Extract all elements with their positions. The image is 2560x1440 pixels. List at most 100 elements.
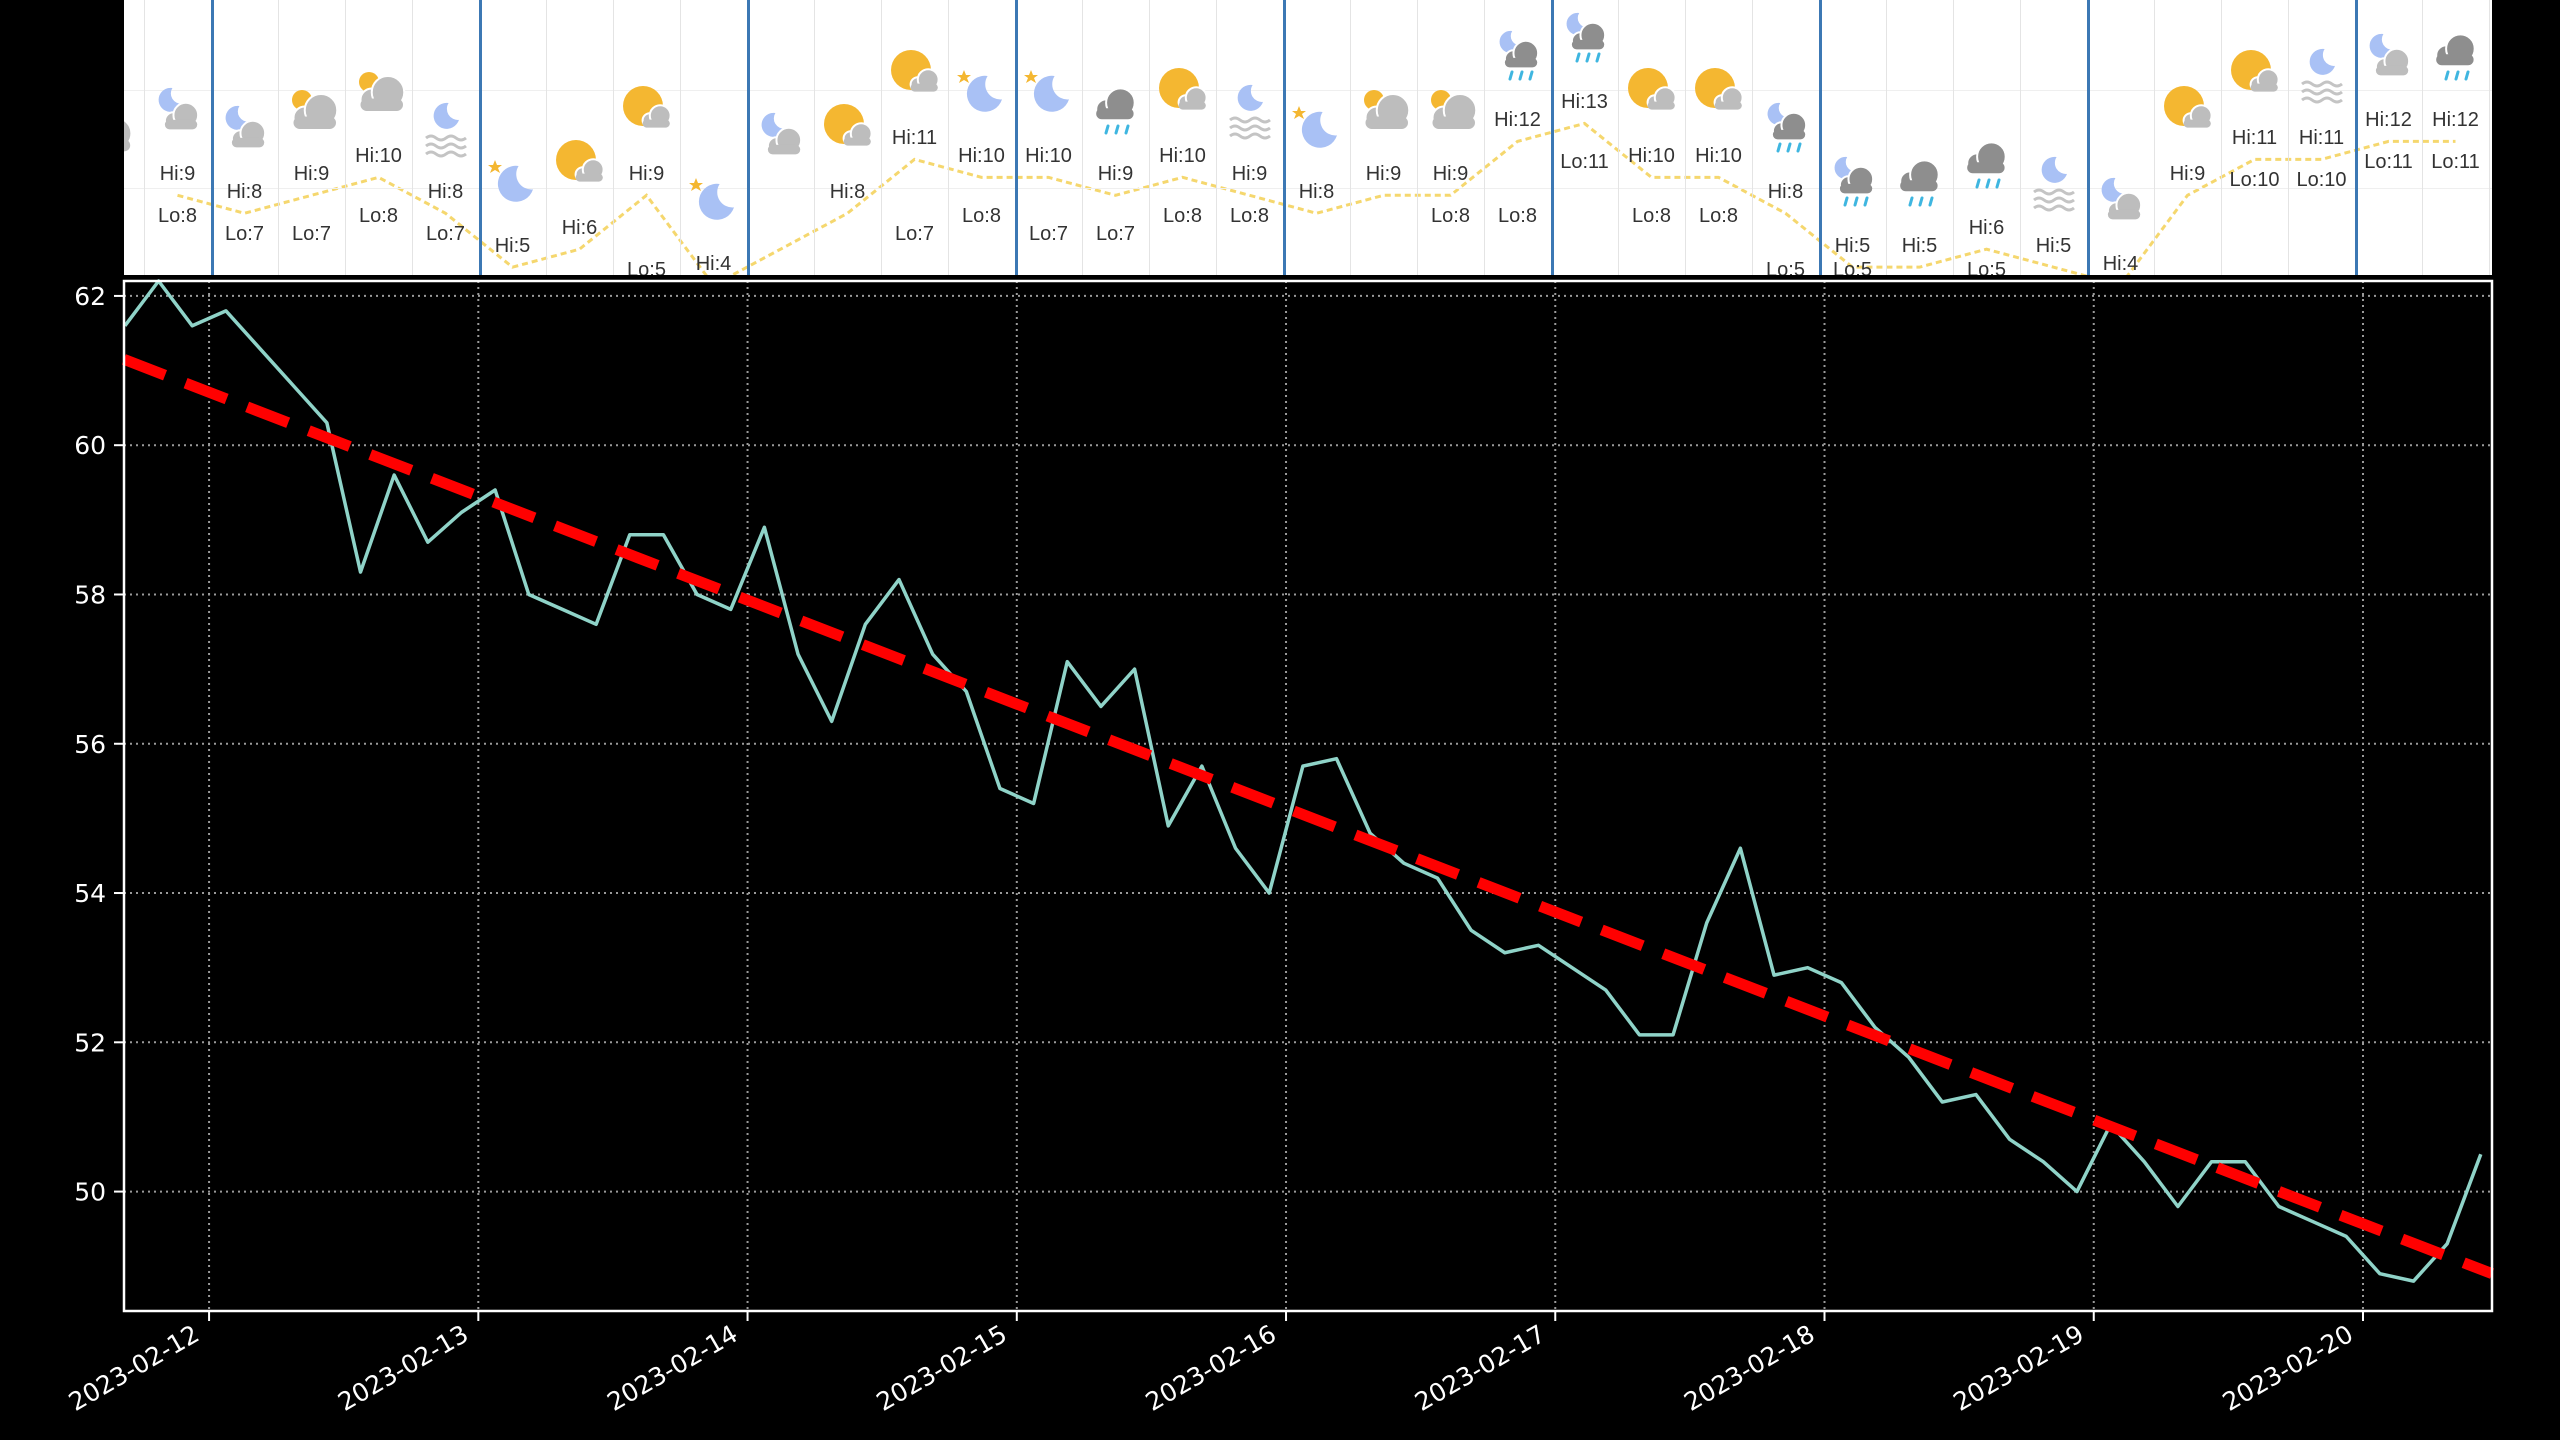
lo-temp-label: Lo:8 — [1163, 205, 1202, 228]
weather-forecast-strip: Hi:9 Lo:8 Hi:8 Lo:7 Hi:9 Lo:7 Hi:10 Lo:8 Hi:8 Lo:… — [124, 0, 2492, 275]
day-divider — [1015, 0, 1018, 275]
hi-temp-label: Hi:9 — [1097, 162, 1134, 185]
lo-temp-label: Lo:5 — [1766, 259, 1805, 275]
y-tick-label: 56 — [74, 730, 106, 759]
slot-divider — [2422, 0, 2423, 275]
hi-temp-label: Hi:5 — [1901, 234, 1938, 257]
sun-cloud-icon — [550, 134, 610, 194]
lo-temp-label: Lo:7 — [895, 223, 934, 246]
slot-divider — [412, 0, 413, 275]
hi-temp-label: Hi:11 — [2231, 126, 2278, 149]
x-tick-label: 2023-02-15 — [871, 1319, 1011, 1417]
hi-temp-label: Hi:9 — [293, 162, 330, 185]
slot-divider — [1082, 0, 1083, 275]
lo-temp-label: Lo:11 — [2364, 151, 2413, 174]
slot-divider — [2020, 0, 2021, 275]
lo-temp-label: Lo:8 — [158, 205, 197, 228]
y-axis: 50 52 54 56 58 60 62 — [74, 282, 124, 1207]
moon-fog-icon — [2292, 44, 2352, 104]
clear-night-icon — [684, 170, 744, 230]
lo-temp-label: Lo:5 — [1833, 259, 1872, 275]
hi-temp-label: Hi:10 — [1159, 144, 1206, 167]
hi-temp-label: Hi:8 — [829, 180, 866, 203]
lo-temp-label: Lo:8 — [1699, 205, 1738, 228]
partly-cloudy-day-icon — [282, 80, 342, 140]
rain-icon — [2426, 26, 2486, 86]
x-tick-label: 2023-02-14 — [602, 1319, 742, 1417]
sun-cloud-icon — [818, 98, 878, 158]
lo-temp-label: Lo:8 — [1632, 205, 1671, 228]
slot-divider — [2154, 0, 2155, 275]
hi-temp-label: Hi:9 — [159, 162, 196, 185]
moon-cloud-icon — [2091, 170, 2151, 230]
hi-temp-label: Hi:9 — [628, 162, 665, 185]
slot-divider — [2489, 0, 2490, 275]
day-divider — [1551, 0, 1554, 275]
lo-temp-label: Lo:11 — [2431, 151, 2480, 174]
hi-temp-label: Hi:6 — [1968, 216, 2005, 239]
day-divider — [2087, 0, 2090, 275]
slot-divider — [1417, 0, 1418, 275]
hi-temp-label: Hi:8 — [1298, 180, 1335, 203]
hi-temp-label: Hi:12 — [1494, 108, 1541, 131]
night-rain-icon — [1488, 26, 1548, 86]
hi-temp-label: Hi:9 — [1365, 162, 1402, 185]
sun-cloud-icon — [2225, 44, 2285, 104]
lo-temp-label: Lo:8 — [1230, 205, 1269, 228]
x-axis: 2023-02-12 2023-02-13 2023-02-14 2023-02-15… — [64, 1311, 2364, 1417]
partly-cloudy-day-icon — [1354, 80, 1414, 140]
moon-fog-icon — [1220, 80, 1280, 140]
slot-divider — [613, 0, 614, 275]
partly-cloudy-day-icon — [349, 62, 409, 122]
grid-line — [124, 187, 2492, 189]
slot-divider — [1685, 0, 1686, 275]
slot-divider — [1886, 0, 1887, 275]
lo-temp-label: Lo:7 — [1029, 223, 1068, 246]
moon-cloud-icon — [2359, 26, 2419, 86]
lo-temp-label: Lo:10 — [2229, 169, 2280, 192]
rain-icon — [1890, 152, 1950, 212]
lo-temp-label: Lo:10 — [2296, 169, 2347, 192]
lo-temp-label: Lo:7 — [1096, 223, 1135, 246]
x-tick-label: 2023-02-17 — [1410, 1319, 1550, 1417]
y-tick-label: 62 — [74, 282, 106, 311]
clear-night-icon — [483, 152, 543, 212]
lo-temp-label: Lo:11 — [1560, 151, 1609, 174]
sun-cloud-icon — [885, 44, 945, 104]
night-rain-icon — [1756, 98, 1816, 158]
slot-divider — [1484, 0, 1485, 275]
partly-cloudy-day-icon — [1421, 80, 1481, 140]
lo-temp-label: Lo:8 — [962, 205, 1001, 228]
hi-temp-label: Hi:12 — [2365, 108, 2412, 131]
hi-temp-label: Hi:9 — [1432, 162, 1469, 185]
day-divider — [1819, 0, 1822, 275]
plot-frame — [122, 279, 2494, 1313]
day-divider — [211, 0, 214, 275]
y-tick-label: 60 — [74, 431, 106, 460]
lo-temp-label: Lo:7 — [426, 223, 465, 246]
slot-divider — [1618, 0, 1619, 275]
day-divider — [2355, 0, 2358, 275]
y-tick-label: 58 — [74, 580, 106, 609]
hi-temp-label: Hi:5 — [1834, 234, 1871, 257]
lo-temp-label: Lo:7 — [292, 223, 331, 246]
slot-divider — [1752, 0, 1753, 275]
hi-temp-label: Hi:11 — [2298, 126, 2345, 149]
hi-temp-label: Hi:10 — [1628, 144, 1675, 167]
lo-temp-label: Lo:5 — [1967, 259, 2006, 275]
lo-temp-label: Lo:5 — [627, 259, 666, 275]
rain-icon — [1086, 80, 1146, 140]
slot-divider — [345, 0, 346, 275]
hi-temp-label: Hi:10 — [1695, 144, 1742, 167]
hi-temp-label: Hi:4 — [2102, 252, 2139, 275]
day-divider — [479, 0, 482, 275]
x-tick-label: 2023-02-20 — [2218, 1319, 2358, 1417]
hi-temp-label: Hi:4 — [695, 252, 732, 275]
sun-cloud-icon — [2158, 80, 2218, 140]
grid-line — [124, 89, 2492, 91]
moon-fog-icon — [2024, 152, 2084, 212]
slot-divider — [1350, 0, 1351, 275]
hi-temp-label: Hi:10 — [1025, 144, 1072, 167]
sun-cloud-icon — [1153, 62, 1213, 122]
sun-cloud-icon — [1689, 62, 1749, 122]
